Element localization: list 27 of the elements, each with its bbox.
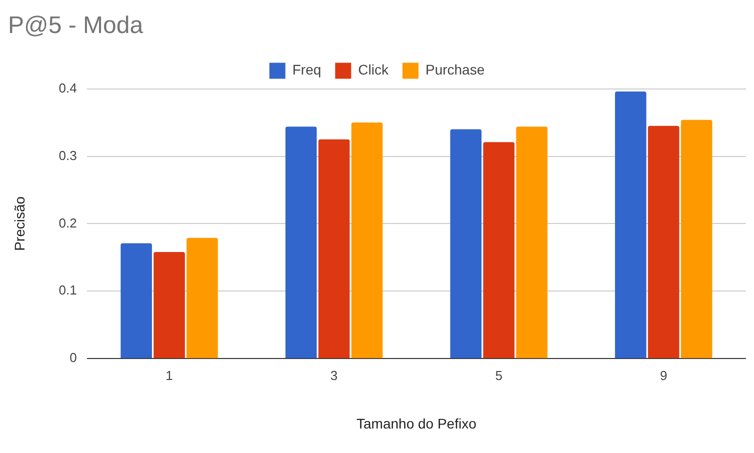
y-tick-label: 0.4 [58,80,77,96]
legend-label: Purchase [425,62,485,78]
bar [516,126,548,358]
x-tick-label: 5 [495,368,502,383]
bar [351,122,383,358]
y-tick-label: 0.1 [58,282,77,298]
x-tick-label: 1 [166,368,173,383]
bar [186,238,218,358]
x-axis-title: Tamanho do Pefixo [356,415,477,432]
bar [318,139,350,358]
bar [285,126,317,358]
bar [680,120,712,358]
y-tick-label: 0.3 [58,148,77,163]
bar [483,142,514,358]
chart-title: P@5 - Moda [8,12,144,40]
bar [450,129,482,358]
y-axis-title: Precisão [11,196,28,251]
bar [154,252,185,358]
bar [120,243,152,358]
y-tick-label: 0 [70,350,77,366]
legend-label: Freq [292,62,322,78]
legend-label: Click [358,62,390,78]
bar [615,92,646,358]
bar [648,126,680,358]
y-tick-label: 0.2 [58,215,77,230]
x-tick-label: 3 [330,368,338,383]
x-tick-label: 9 [660,368,668,383]
